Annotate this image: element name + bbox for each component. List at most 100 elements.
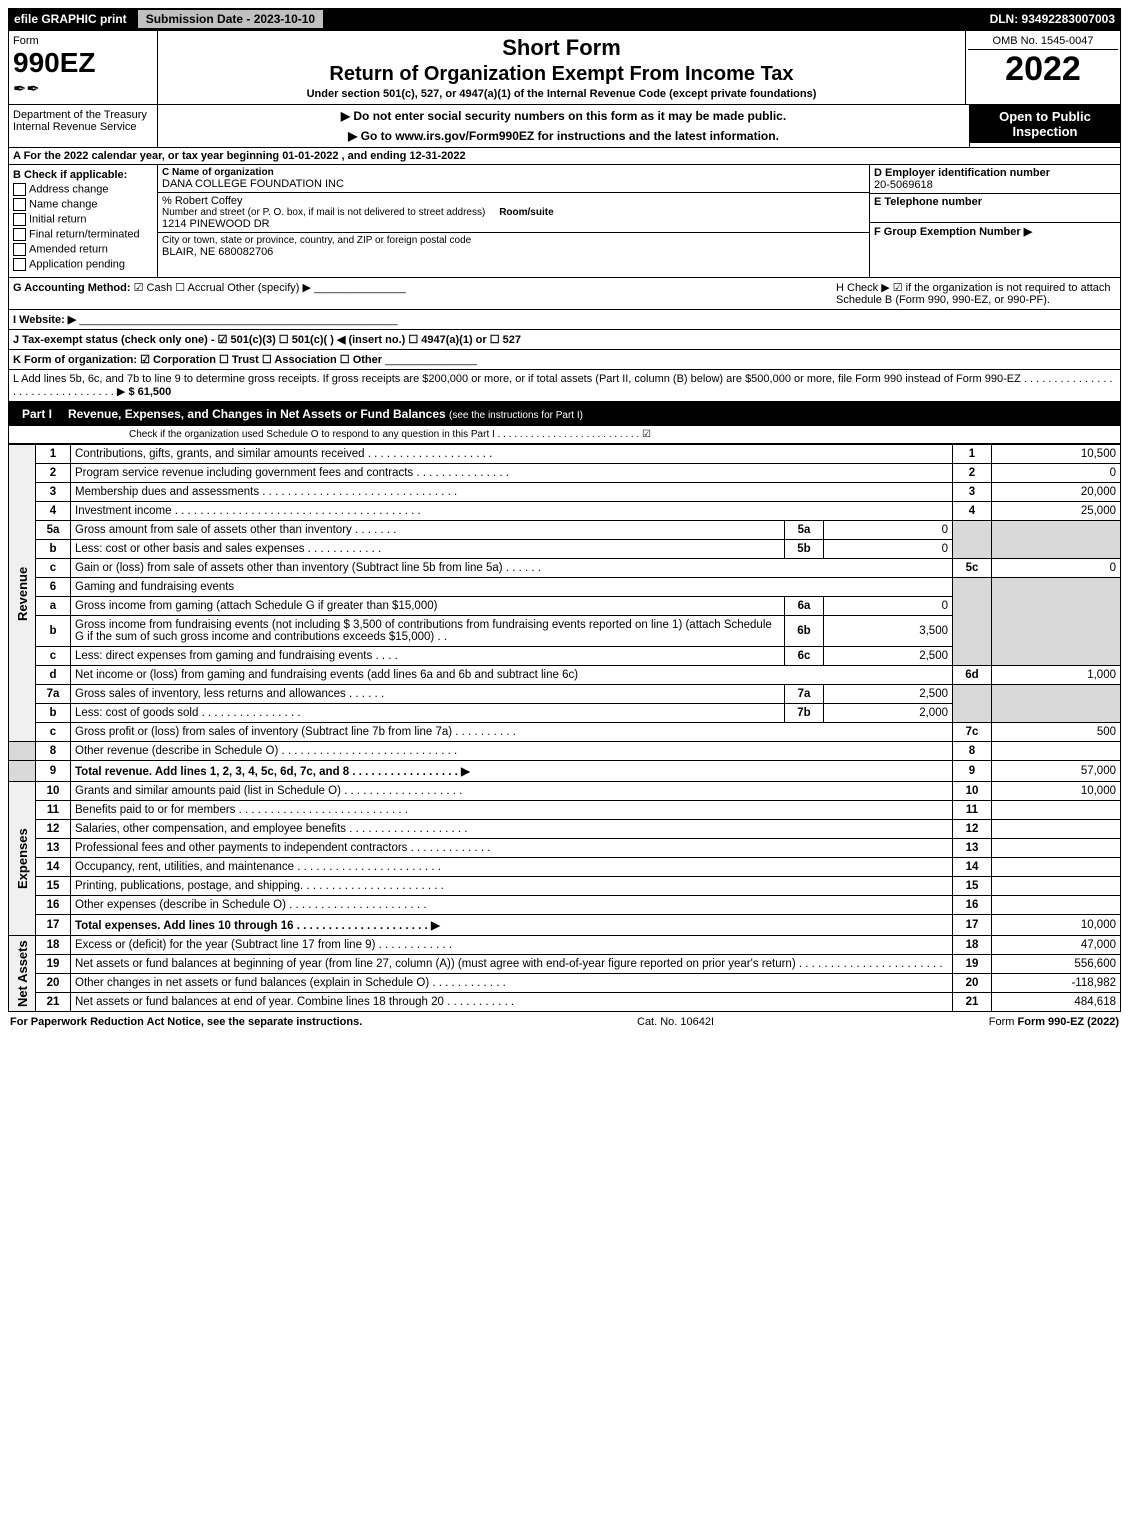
header-right: OMB No. 1545-0047 2022 [965,31,1120,104]
l9-desc: Total revenue. Add lines 1, 2, 3, 4, 5c,… [71,761,953,782]
l7c-num: c [36,723,71,742]
ein-row: D Employer identification number 20-5069… [870,165,1120,194]
l9-num: 9 [36,761,71,782]
l6-shade-ref [953,578,992,666]
l17-ref: 17 [953,915,992,936]
l5ab-shade-ref [953,521,992,559]
l19-desc: Net assets or fund balances at beginning… [71,955,953,974]
chk-final-return[interactable]: Final return/terminated [13,228,153,241]
col-b-header: B Check if applicable: [13,169,153,181]
group-exemption-row: F Group Exemption Number ▶ [870,223,1120,240]
l6a-num: a [36,597,71,616]
l6c-desc: Less: direct expenses from gaming and fu… [71,647,785,666]
ein-value: 20-5069618 [874,179,1116,191]
l6a-sref: 6a [785,597,824,616]
l6d-num: d [36,666,71,685]
lines-table: Revenue 1 Contributions, gifts, grants, … [8,444,1121,1012]
part1-header: Part I Revenue, Expenses, and Changes in… [8,402,1121,426]
l5c-val: 0 [992,559,1121,578]
l7a-desc: Gross sales of inventory, less returns a… [71,685,785,704]
l2-ref: 2 [953,464,992,483]
l6d-val: 1,000 [992,666,1121,685]
rev-gap [9,742,36,761]
chk-name-change[interactable]: Name change [13,198,153,211]
form-number: 990EZ [13,47,153,79]
l6-num: 6 [36,578,71,597]
org-name: DANA COLLEGE FOUNDATION INC [162,178,865,190]
l5b-sval: 0 [824,540,953,559]
l11-num: 11 [36,801,71,820]
l18-desc: Excess or (deficit) for the year (Subtra… [71,936,953,955]
label-ein: D Employer identification number [874,167,1116,179]
l7b-desc: Less: cost of goods sold . . . . . . . .… [71,704,785,723]
l14-val [992,858,1121,877]
l6d-ref: 6d [953,666,992,685]
l3-ref: 3 [953,483,992,502]
l18-val: 47,000 [992,936,1121,955]
l1-ref: 1 [953,445,992,464]
row-l: L Add lines 5b, 6c, and 7b to line 9 to … [8,370,1121,402]
dept-block: Department of the Treasury Internal Reve… [9,105,158,147]
street-address: 1214 PINEWOOD DR [162,218,865,230]
notice-1: ▶ Do not enter social security numbers o… [162,109,965,123]
open-inspection: Open to Public Inspection [969,105,1120,147]
l7a-sval: 2,500 [824,685,953,704]
open-public: Open to Public Inspection [970,105,1120,143]
l20-desc: Other changes in net assets or fund bala… [71,974,953,993]
col-c: C Name of organization DANA COLLEGE FOUN… [158,165,869,277]
row-k: K Form of organization: ☑ Corporation ☐ … [8,350,1121,370]
chk-initial-return[interactable]: Initial return [13,213,153,226]
l19-val: 556,600 [992,955,1121,974]
omb-number: OMB No. 1545-0047 [968,33,1118,50]
l5a-sval: 0 [824,521,953,540]
l6d-desc: Net income or (loss) from gaming and fun… [71,666,953,685]
telephone-row: E Telephone number [870,194,1120,223]
l7c-ref: 7c [953,723,992,742]
l4-val: 25,000 [992,502,1121,521]
chk-amended-return[interactable]: Amended return [13,243,153,256]
short-form-title: Short Form [162,35,961,61]
footer-right: Form Form 990-EZ (2022) [989,1016,1119,1028]
l15-desc: Printing, publications, postage, and shi… [71,877,953,896]
l7b-num: b [36,704,71,723]
l16-num: 16 [36,896,71,915]
l6b-desc: Gross income from fundraising events (no… [71,616,785,647]
address-row: % Robert Coffey Number and street (or P.… [158,193,869,233]
chk-application-pending[interactable]: Application pending [13,258,153,271]
l7c-desc: Gross profit or (loss) from sales of inv… [71,723,953,742]
l21-ref: 21 [953,993,992,1012]
rev-gap2 [9,761,36,782]
label-name-of-org: C Name of organization [162,167,865,178]
l17-val: 10,000 [992,915,1121,936]
l11-desc: Benefits paid to or for members . . . . … [71,801,953,820]
l19-ref: 19 [953,955,992,974]
chk-address-change[interactable]: Address change [13,183,153,196]
l12-val [992,820,1121,839]
l7a-sref: 7a [785,685,824,704]
l13-val [992,839,1121,858]
top-bar: efile GRAPHIC print Submission Date - 20… [8,8,1121,30]
part1-label: Part I [14,405,60,423]
revenue-vlabel: Revenue [9,445,36,742]
l14-num: 14 [36,858,71,877]
l20-val: -118,982 [992,974,1121,993]
part1-title: Revenue, Expenses, and Changes in Net As… [68,407,1115,421]
l20-ref: 20 [953,974,992,993]
l16-desc: Other expenses (describe in Schedule O) … [71,896,953,915]
accounting-method: G Accounting Method: ☑ Cash ☐ Accrual Ot… [13,281,836,306]
l8-val [992,742,1121,761]
form-word: Form [13,35,153,47]
dept-treasury: Department of the Treasury [13,109,153,121]
city-state-zip: BLAIR, NE 680082706 [162,246,865,258]
l5b-desc: Less: cost or other basis and sales expe… [71,540,785,559]
expenses-vlabel: Expenses [9,782,36,936]
l6-shade-val [992,578,1121,666]
l8-ref: 8 [953,742,992,761]
l2-desc: Program service revenue including govern… [71,464,953,483]
l14-desc: Occupancy, rent, utilities, and maintena… [71,858,953,877]
l5a-desc: Gross amount from sale of assets other t… [71,521,785,540]
l5a-num: 5a [36,521,71,540]
l6c-num: c [36,647,71,666]
l13-ref: 13 [953,839,992,858]
l13-desc: Professional fees and other payments to … [71,839,953,858]
